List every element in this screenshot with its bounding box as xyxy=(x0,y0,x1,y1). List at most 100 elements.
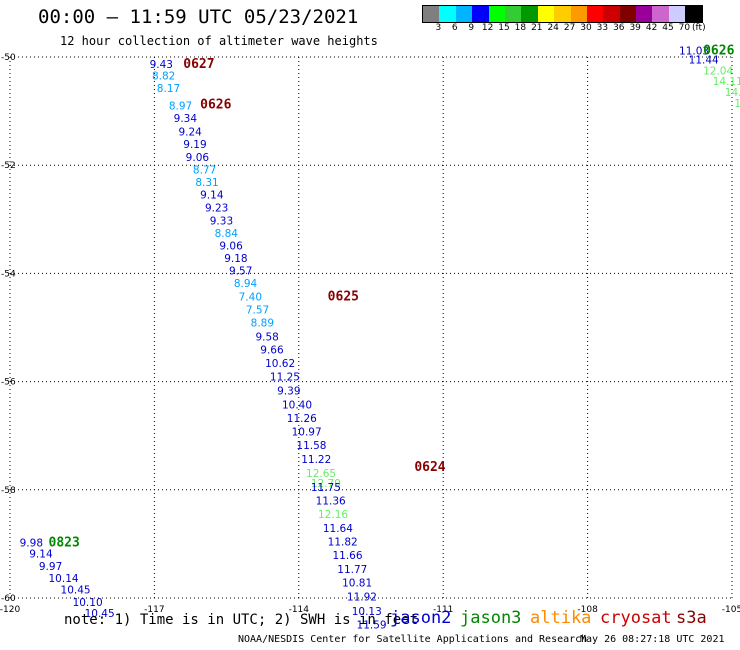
swh-value-label: 10.14 xyxy=(49,573,79,585)
color-scale-label: 70 xyxy=(678,23,691,33)
swh-value-label: 10.13 xyxy=(352,606,382,618)
credit-text: NOAA/NESDIS Center for Satellite Applica… xyxy=(238,634,588,645)
color-scale-label: 39 xyxy=(629,23,641,33)
color-scale-label: 30 xyxy=(580,23,592,33)
swh-value-label: 8.31 xyxy=(195,177,218,189)
swh-value-label: 14.71 xyxy=(734,98,740,110)
legend-jason3: jason3 xyxy=(460,608,522,628)
swh-value-label: 9.24 xyxy=(178,126,202,138)
swh-value-label: 12.65 xyxy=(306,468,336,480)
swh-value-label: 8.77 xyxy=(193,164,216,176)
color-scale-swatch xyxy=(603,6,620,22)
chart-title: 00:00 – 11:59 UTC 05/23/2021 xyxy=(38,6,359,28)
swh-value-label: 10.40 xyxy=(282,400,312,412)
color-scale-swatch xyxy=(439,6,456,22)
footer-note: note: 1) Time is in UTC; 2) SWH is in fe… xyxy=(64,612,419,628)
lon-tick-label: -111 xyxy=(433,605,453,615)
color-scale-labels: 3 6 9 12 15 18 21 24 27 30 33 36 39 42 45 70 (ft) xyxy=(422,23,740,35)
color-scale-swatch xyxy=(685,6,702,22)
lat-tick-label: -58 xyxy=(1,486,16,496)
swh-value-label: 11.75 xyxy=(311,482,341,494)
swh-value-label: 9.58 xyxy=(255,331,278,343)
color-scale-label: 27 xyxy=(563,23,576,33)
lon-tick-label: -117 xyxy=(144,605,164,615)
color-scale-bar xyxy=(422,5,703,23)
color-scale-swatch xyxy=(586,6,604,22)
swh-value-label: 9.33 xyxy=(210,216,233,228)
swh-value-label: 10.10 xyxy=(73,597,103,609)
lat-tick-label: -54 xyxy=(1,269,16,279)
lat-tick-label: -56 xyxy=(1,378,16,388)
swh-value-label: 9.98 xyxy=(20,538,43,550)
swh-value-label: 8.97 xyxy=(169,100,192,112)
color-scale-label: (ft) xyxy=(692,23,706,33)
color-scale-label: 36 xyxy=(613,23,625,33)
lat-tick-label: -60 xyxy=(1,594,16,604)
lon-tick-label: -120 xyxy=(0,605,20,615)
pass-time-label: 0624 xyxy=(414,460,445,475)
pass-time-label: 0625 xyxy=(328,289,359,304)
lat-tick-label: -52 xyxy=(1,161,16,171)
swh-value-label: 11.26 xyxy=(287,413,317,425)
swh-value-label: 9.14 xyxy=(29,548,53,560)
color-scale-swatch xyxy=(652,6,669,22)
swh-value-label: 9.23 xyxy=(205,203,228,215)
lat-tick-label: -50 xyxy=(1,53,16,63)
color-scale-swatch xyxy=(619,6,637,22)
swh-value-label: 11.59 xyxy=(357,619,387,631)
swh-value-label: 9.34 xyxy=(174,113,198,125)
swh-value-label: 9.14 xyxy=(200,190,224,202)
swh-value-label: 10.81 xyxy=(342,578,372,590)
swh-value-label: 8.82 xyxy=(152,71,175,83)
pass-time-label: 0626 xyxy=(200,97,231,112)
chart-subtitle: 12 hour collection of altimeter wave hei… xyxy=(60,34,378,48)
color-scale-label: 6 xyxy=(451,23,458,33)
swh-value-label: 12.16 xyxy=(318,509,348,521)
swh-value-label: 9.18 xyxy=(224,253,247,265)
color-scale-swatch xyxy=(472,6,489,22)
color-scale-swatch xyxy=(570,6,587,22)
lon-tick-label: -105 xyxy=(722,605,740,615)
color-scale-label: 42 xyxy=(645,23,658,33)
swh-value-label: 11.66 xyxy=(332,550,362,562)
swh-value-label: 9.97 xyxy=(39,561,62,573)
color-scale-label: 24 xyxy=(547,23,559,33)
color-scale-label: 33 xyxy=(596,23,609,33)
color-scale-swatch xyxy=(636,6,653,22)
swh-value-label: 9.06 xyxy=(219,241,243,253)
color-scale-label: 45 xyxy=(662,23,674,33)
swh-value-label: 11.44 xyxy=(689,54,719,66)
swh-value-label: 11.82 xyxy=(328,537,358,549)
color-scale-label: 15 xyxy=(498,23,510,33)
legend-s3a: s3a xyxy=(676,608,707,628)
color-scale-swatch xyxy=(521,6,538,22)
swh-value-label: 10.45 xyxy=(85,608,115,620)
legend-altika: altika xyxy=(530,608,592,628)
swh-value-label: 11.03 xyxy=(679,45,709,57)
swh-value-label: 11.64 xyxy=(323,523,353,535)
swh-value-label: 9.06 xyxy=(186,152,210,164)
color-scale-swatch xyxy=(455,6,473,22)
lon-tick-label: -114 xyxy=(289,605,310,615)
swh-value-label: 11.92 xyxy=(347,592,377,604)
swh-value-label: 10.45 xyxy=(61,585,91,597)
swh-value-label: 8.17 xyxy=(157,83,180,95)
swh-value-label: 11.77 xyxy=(337,564,367,576)
color-scale-swatch xyxy=(668,6,686,22)
pass-time-label: 0823 xyxy=(49,536,80,551)
color-scale-label: 3 xyxy=(435,23,442,33)
swh-value-label: 10.97 xyxy=(292,427,322,439)
swh-value-label: 7.40 xyxy=(239,291,262,303)
swh-value-label: 14.62 xyxy=(725,87,740,99)
swh-value-label: 11.36 xyxy=(316,495,346,507)
swh-value-label: 9.57 xyxy=(229,265,252,277)
color-scale-label: 12 xyxy=(481,23,494,33)
swh-value-label: 11.58 xyxy=(296,440,326,452)
swh-value-label: 11.25 xyxy=(270,372,300,384)
swh-value-label: 12.79 xyxy=(311,478,341,490)
swh-value-label: 10.62 xyxy=(265,358,295,370)
color-scale-swatch xyxy=(504,6,522,22)
color-scale-label: 18 xyxy=(514,23,527,33)
legend-jason2: jason2 xyxy=(390,608,452,628)
